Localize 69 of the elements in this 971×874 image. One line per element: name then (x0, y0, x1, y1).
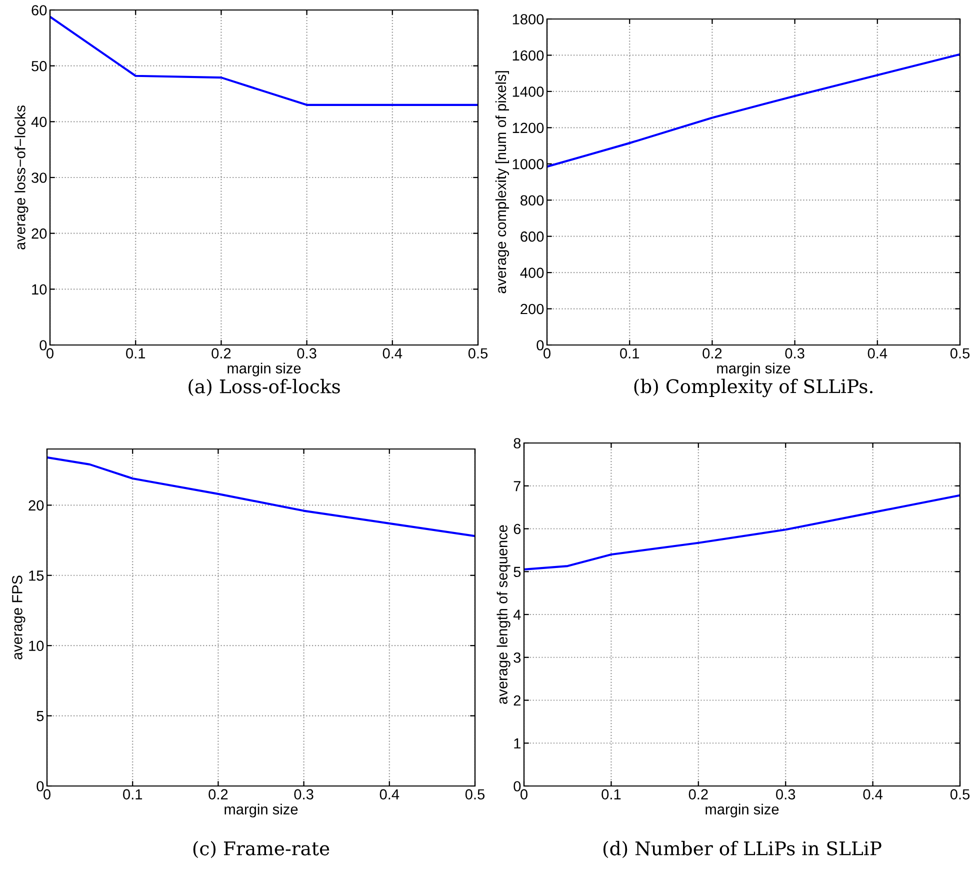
x-tick-label: 0.5 (468, 348, 488, 358)
y-tick-label: 2 (514, 695, 520, 706)
text: (c) Frame-rate (193, 840, 330, 858)
y-tick-label: 1800 (512, 14, 544, 24)
x-axis-title: margin size (228, 362, 301, 376)
x-tick-label: 0.2 (208, 789, 228, 800)
y-tick-label: 15 (29, 570, 44, 581)
x-tick-label: 0.4 (863, 789, 883, 800)
x-tick-label: 0.1 (602, 789, 621, 800)
x-tick-label: 0.3 (294, 789, 314, 800)
y-tick-label: 8 (514, 438, 521, 448)
y-tick-label: 60 (32, 5, 47, 16)
x-tick-label: 0.4 (382, 348, 402, 358)
y-tick-label: 6 (514, 524, 521, 534)
y-tick-label: 0 (36, 781, 44, 792)
y-tick-label: 400 (520, 268, 544, 278)
line-series (524, 494, 960, 571)
y-axis-title: average loss−of−locks (14, 105, 28, 250)
y-axis-title: average FPS (12, 576, 26, 660)
y-tick-label: 7 (514, 481, 520, 492)
y-tick-label: 1000 (512, 158, 544, 170)
y-tick-label: 20 (28, 500, 44, 511)
x-axis-title: margin size (706, 804, 779, 818)
text: (d) Number of LLiPs in SLLiP (603, 840, 882, 858)
y-tick-label: 20 (32, 228, 47, 239)
y-tick-label: 3 (514, 652, 521, 663)
x-tick-label: 0 (46, 348, 54, 358)
x-tick-label: 0.5 (950, 789, 970, 800)
line-series (50, 16, 478, 106)
x-tick-label: 0.3 (297, 348, 316, 358)
y-tick-label: 600 (520, 231, 544, 242)
text: (b) Complexity of SLLiPs. (634, 378, 872, 398)
x-tick-label: 0.1 (126, 348, 146, 358)
x-tick-label: 0.3 (785, 348, 804, 358)
y-tick-label: 0 (514, 781, 521, 792)
line-series (547, 53, 960, 168)
y-tick-label: 40 (31, 116, 47, 128)
y-tick-label: 1200 (512, 122, 544, 134)
y-tick-label: 1400 (512, 86, 544, 97)
y-axis-title: average length of sequence (496, 525, 510, 704)
x-tick-label: 0.3 (776, 789, 796, 800)
y-tick-label: 200 (520, 304, 544, 314)
text: (a) Loss-of-locks (188, 378, 340, 396)
x-axis-title: margin size (717, 362, 790, 376)
x-tick-label: 0 (544, 348, 550, 358)
y-tick-label: 50 (32, 60, 47, 72)
y-tick-label: 1 (514, 738, 521, 748)
x-tick-label: 0.1 (620, 348, 640, 358)
y-tick-label: 5 (36, 711, 44, 722)
x-tick-label: 0.1 (123, 789, 142, 800)
x-tick-label: 0.2 (702, 348, 722, 358)
y-tick-label: 30 (32, 172, 47, 183)
y-tick-label: 5 (514, 566, 521, 578)
line-series (47, 456, 475, 538)
y-tick-label: 1600 (512, 50, 544, 61)
x-tick-label: 0.5 (465, 789, 485, 800)
x-tick-label: 0.2 (212, 348, 231, 358)
x-axis-title: margin size (224, 804, 298, 818)
y-tick-label: 4 (513, 610, 521, 620)
y-tick-label: 800 (520, 195, 544, 206)
y-tick-label: 10 (32, 284, 47, 295)
y-tick-label: 0 (536, 340, 544, 350)
y-tick-label: 10 (29, 640, 44, 652)
x-tick-label: 0.2 (688, 789, 708, 800)
y-tick-label: 0 (40, 340, 47, 350)
x-tick-label: 0.4 (380, 789, 400, 800)
y-axis-title: average complexity [num of pixels] (495, 71, 510, 294)
x-tick-label: 0.4 (868, 348, 888, 358)
x-tick-label: 0.5 (950, 348, 970, 358)
